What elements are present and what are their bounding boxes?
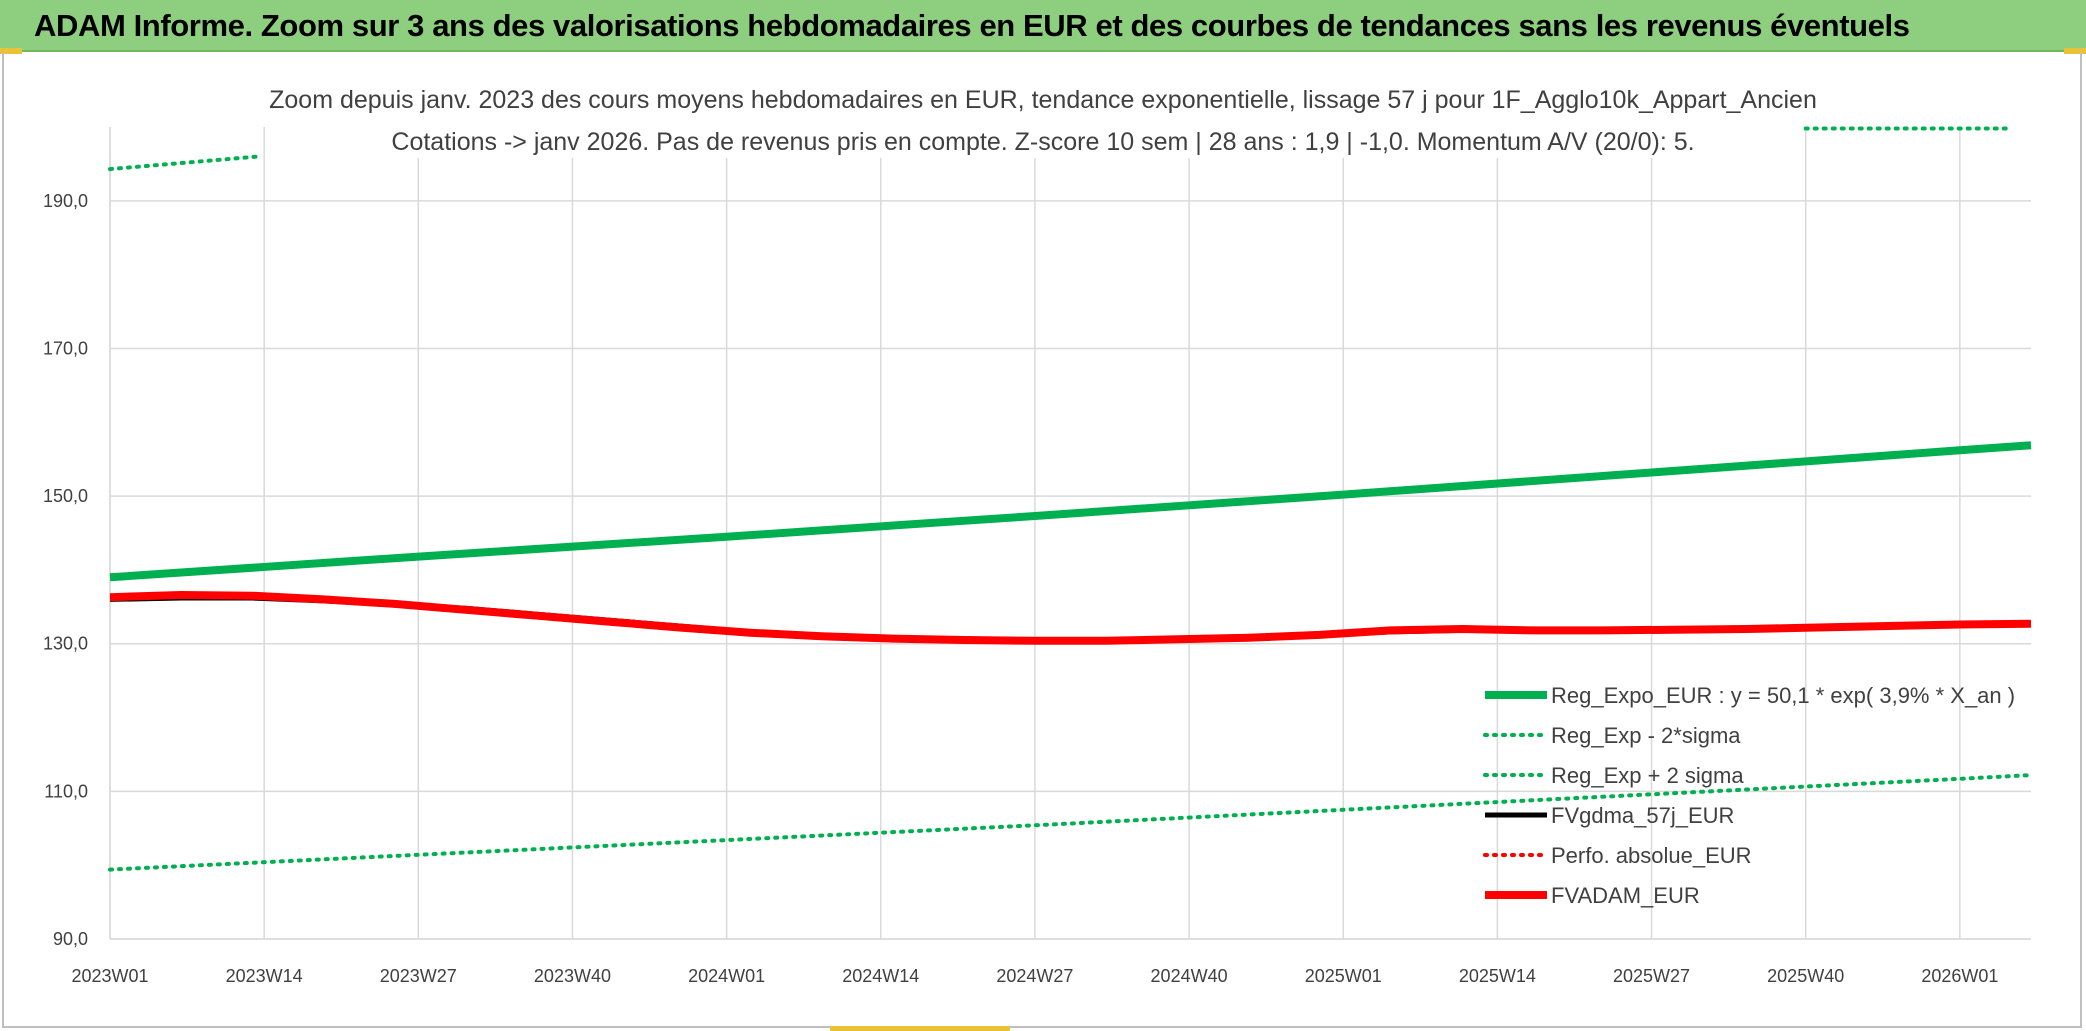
report-banner: ADAM Informe. Zoom sur 3 ans des valoris… [0,0,2086,54]
report-title: ADAM Informe. Zoom sur 3 ans des valoris… [34,8,1910,43]
series-line-reg-exp-2-sigma [108,773,2033,872]
y-tick-label: 170,0 [43,338,88,358]
y-tick-label: 190,0 [43,191,88,211]
banner-corner-left [0,48,22,54]
x-tick-label: 2025W14 [1459,966,1536,986]
x-tick-label: 2023W27 [380,966,457,986]
x-tick-label: 2024W01 [688,966,765,986]
y-tick-label: 110,0 [44,781,88,801]
series-line-fvadam-eur [109,591,2032,645]
subtitle-line-2: Cotations -> janv 2026. Pas de revenus p… [391,128,1694,156]
subtitle-background [383,126,1703,158]
y-tick-label: 130,0 [43,634,88,654]
bottom-marker [830,1026,1010,1031]
chart-grid [109,127,2031,940]
x-tick-label: 2024W14 [842,966,919,986]
x-tick-label: 2025W40 [1767,966,1844,986]
subtitle-line-1: Zoom depuis janv. 2023 des cours moyens … [269,86,1817,114]
chart-frame [2,52,2082,1028]
x-tick-label: 2024W40 [1151,966,1228,986]
series-line-reg-exp-2-sigma [108,154,261,172]
x-tick-label: 2024W27 [996,966,1073,986]
banner-corner-right [2064,48,2086,54]
chart-subtitle: Zoom depuis janv. 2023 des cours moyens … [261,84,1825,158]
x-tick-label: 2026W01 [1921,966,1998,986]
y-tick-label: 90,0 [53,929,88,949]
chart-legend: Reg_Expo_EUR : y = 50,1 * exp( 3,9% * X_… [1483,683,2015,908]
y-axis-ticks: 90,0 110,0 130,0 150,0 170,0 190,0 [43,191,88,949]
legend-label-reg-expo-eur-y-50-1-exp-3-9-x-an: Reg_Expo_EUR : y = 50,1 * exp( 3,9% * X_… [1551,683,2015,708]
x-tick-label: 2025W01 [1305,966,1382,986]
x-tick-label: 2025W27 [1613,966,1690,986]
x-tick-label: 2023W14 [226,966,303,986]
chart-series [108,126,2033,872]
y-tick-label: 150,0 [43,486,88,506]
x-tick-label: 2023W01 [71,966,148,986]
legend-label-reg-exp-2-sigma: Reg_Exp - 2*sigma [1551,723,1741,748]
x-axis-ticks: 2023W01 2023W14 2023W27 2023W40 2024W01 2024W… [71,966,1998,986]
legend-label-fvgdma-57j-eur: FVgdma_57j_EUR [1551,803,1734,828]
legend-label-fvadam-eur: FVADAM_EUR [1551,883,1700,908]
subtitle-background [261,84,1825,116]
series-line-reg-expo-eur-y-50-1-exp-3-9-x-an [109,441,2032,582]
x-tick-label: 2023W40 [534,966,611,986]
legend-label-perfo-absolue-eur: Perfo. absolue_EUR [1551,843,1752,868]
legend-label-reg-exp-2-sigma: Reg_Exp + 2 sigma [1551,763,1744,788]
